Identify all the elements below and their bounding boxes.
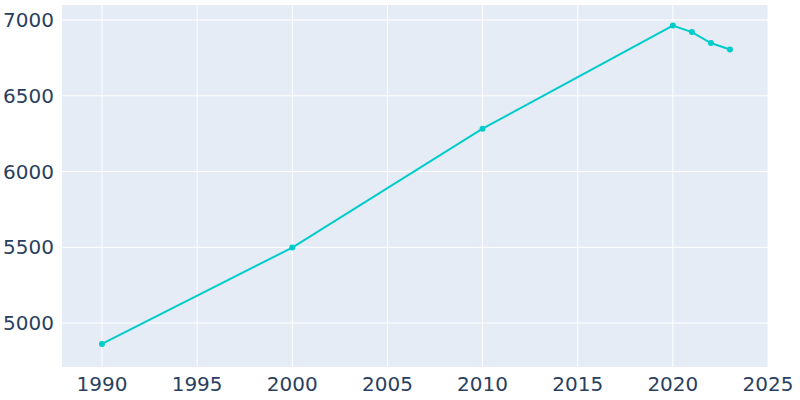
x-tick-label: 1990 <box>77 372 128 396</box>
point <box>99 341 105 347</box>
x-grid-line <box>768 5 769 367</box>
y-grid-line <box>62 20 768 21</box>
x-grid-line <box>672 5 673 367</box>
x-tick-label: 2005 <box>362 372 413 396</box>
y-tick-label: 6000 <box>3 160 54 184</box>
x-tick-label: 2000 <box>267 372 318 396</box>
data-layer <box>99 23 733 347</box>
point <box>727 47 733 53</box>
y-grid-line <box>62 95 768 96</box>
x-tick-label: 2025 <box>743 372 794 396</box>
x-grid-line <box>577 5 578 367</box>
point <box>480 126 486 132</box>
x-tick-label: 2015 <box>552 372 603 396</box>
x-tick-label: 2010 <box>457 372 508 396</box>
x-grid-line <box>482 5 483 367</box>
x-grid-line <box>101 5 102 367</box>
y-tick-label: 5500 <box>3 235 54 259</box>
y-tick-label: 6500 <box>3 84 54 108</box>
y-tick-label: 5000 <box>3 311 54 335</box>
point <box>708 40 714 46</box>
y-tick-label: 7000 <box>3 8 54 32</box>
x-grid-line <box>387 5 388 367</box>
plot-area <box>62 5 768 367</box>
x-tick-label: 2020 <box>647 372 698 396</box>
y-grid-line <box>62 247 768 248</box>
x-grid-line <box>292 5 293 367</box>
line <box>102 26 730 344</box>
chart: 5000 5500 6000 6500 7000 1990 1995 2000 2005 2010… <box>0 0 800 400</box>
point <box>689 29 695 35</box>
y-grid-line <box>62 323 768 324</box>
point <box>670 23 676 29</box>
point <box>289 245 295 251</box>
x-tick-label: 1995 <box>172 372 223 396</box>
x-grid-line <box>197 5 198 367</box>
